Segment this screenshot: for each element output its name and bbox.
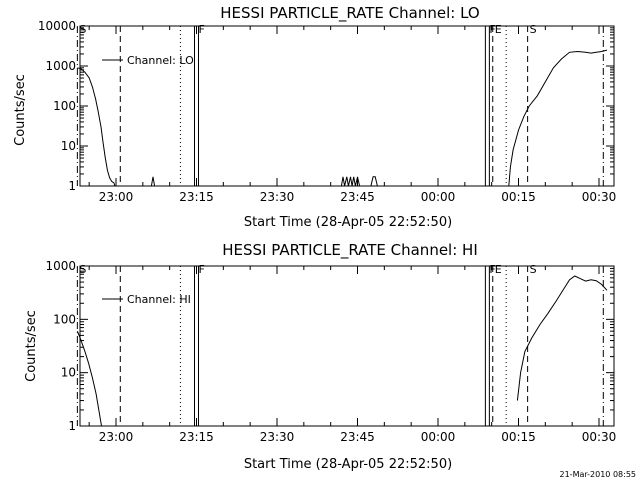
panel-hi-ytick-label: 1000 [45,259,76,273]
panel-hi-xtick-label: 00:30 [582,430,617,444]
panel-hi-series-line [76,331,102,427]
panel-lo-xtick-label: 00:15 [501,190,536,204]
panel-hi-xlabel: Start Time (28-Apr-05 22:52:50) [244,457,452,472]
panel-lo-event-label: E [495,23,502,36]
panel-lo-ytick-label: 1 [68,179,76,193]
panel-lo-ytick-label: 10 [61,139,76,153]
panel-lo-legend-label: Channel: LO [127,54,194,67]
panel-lo-event-label: F [199,23,205,36]
panel-hi-event-label: S [530,263,537,276]
panel-hi-xtick-label: 23:45 [340,430,375,444]
panel-lo-series-line [77,67,116,187]
panel-lo-xtick-label: 00:00 [421,190,456,204]
panel-lo-xtick-label: 00:30 [582,190,617,204]
panel-hi-xtick-label: 23:00 [99,430,134,444]
panel-hi-xtick-label: 00:00 [421,430,456,444]
panel-lo-series-line [508,49,608,187]
panel-hi-plot-frame [79,265,615,427]
panel-hi-event-label: F [199,263,205,276]
panel-lo-ytick-label: 10000 [38,19,76,33]
panel-lo-series-line [150,176,156,187]
panel-lo-ytick-label: 100 [53,99,76,113]
panel-lo-series-line [340,176,361,187]
panel-hi-xtick-label: 00:15 [501,430,536,444]
panel-lo-ylabel: Counts/sec [13,74,28,146]
panel-hi-ytick-label: 1 [68,419,76,433]
panel-hi-legend-label: Channel: HI [127,293,191,306]
panel-lo-xtick-label: 23:15 [179,190,214,204]
panel-lo-ytick-label: 1000 [45,59,76,73]
panel-hi-ytick-label: 10 [61,366,76,380]
panel-hi-title: HESSI PARTICLE_RATE Channel: HI [222,241,478,260]
panel-lo-event-label: S [79,23,86,36]
panel-hi-xtick-label: 23:30 [260,430,295,444]
panel-lo: HESSI PARTICLE_RATE Channel: LO Start Ti… [13,4,616,230]
panel-hi-event-label: S [79,263,86,276]
panel-lo-xtick-label: 23:30 [260,190,295,204]
panel-hi-ytick-label: 100 [53,312,76,326]
panel-lo-event-label: S [530,23,537,36]
panel-hi-event-label: E [495,263,502,276]
plot-timestamp: 21-Mar-2010 08:55 [560,470,637,479]
panel-hi: HESSI PARTICLE_RATE Channel: HI Start Ti… [24,241,616,472]
panel-lo-plot-frame [79,25,615,187]
panel-lo-xtick-label: 23:00 [99,190,134,204]
panel-lo-title: HESSI PARTICLE_RATE Channel: LO [220,4,479,23]
panel-hi-ylabel: Counts/sec [24,310,39,382]
panel-lo-series-line [370,176,378,187]
panel-hi-xtick-label: 23:15 [179,430,214,444]
panel-lo-xtick-label: 23:45 [340,190,375,204]
panel-lo-xlabel: Start Time (28-Apr-05 22:52:50) [244,215,452,230]
panel-hi-series-line [516,275,608,401]
